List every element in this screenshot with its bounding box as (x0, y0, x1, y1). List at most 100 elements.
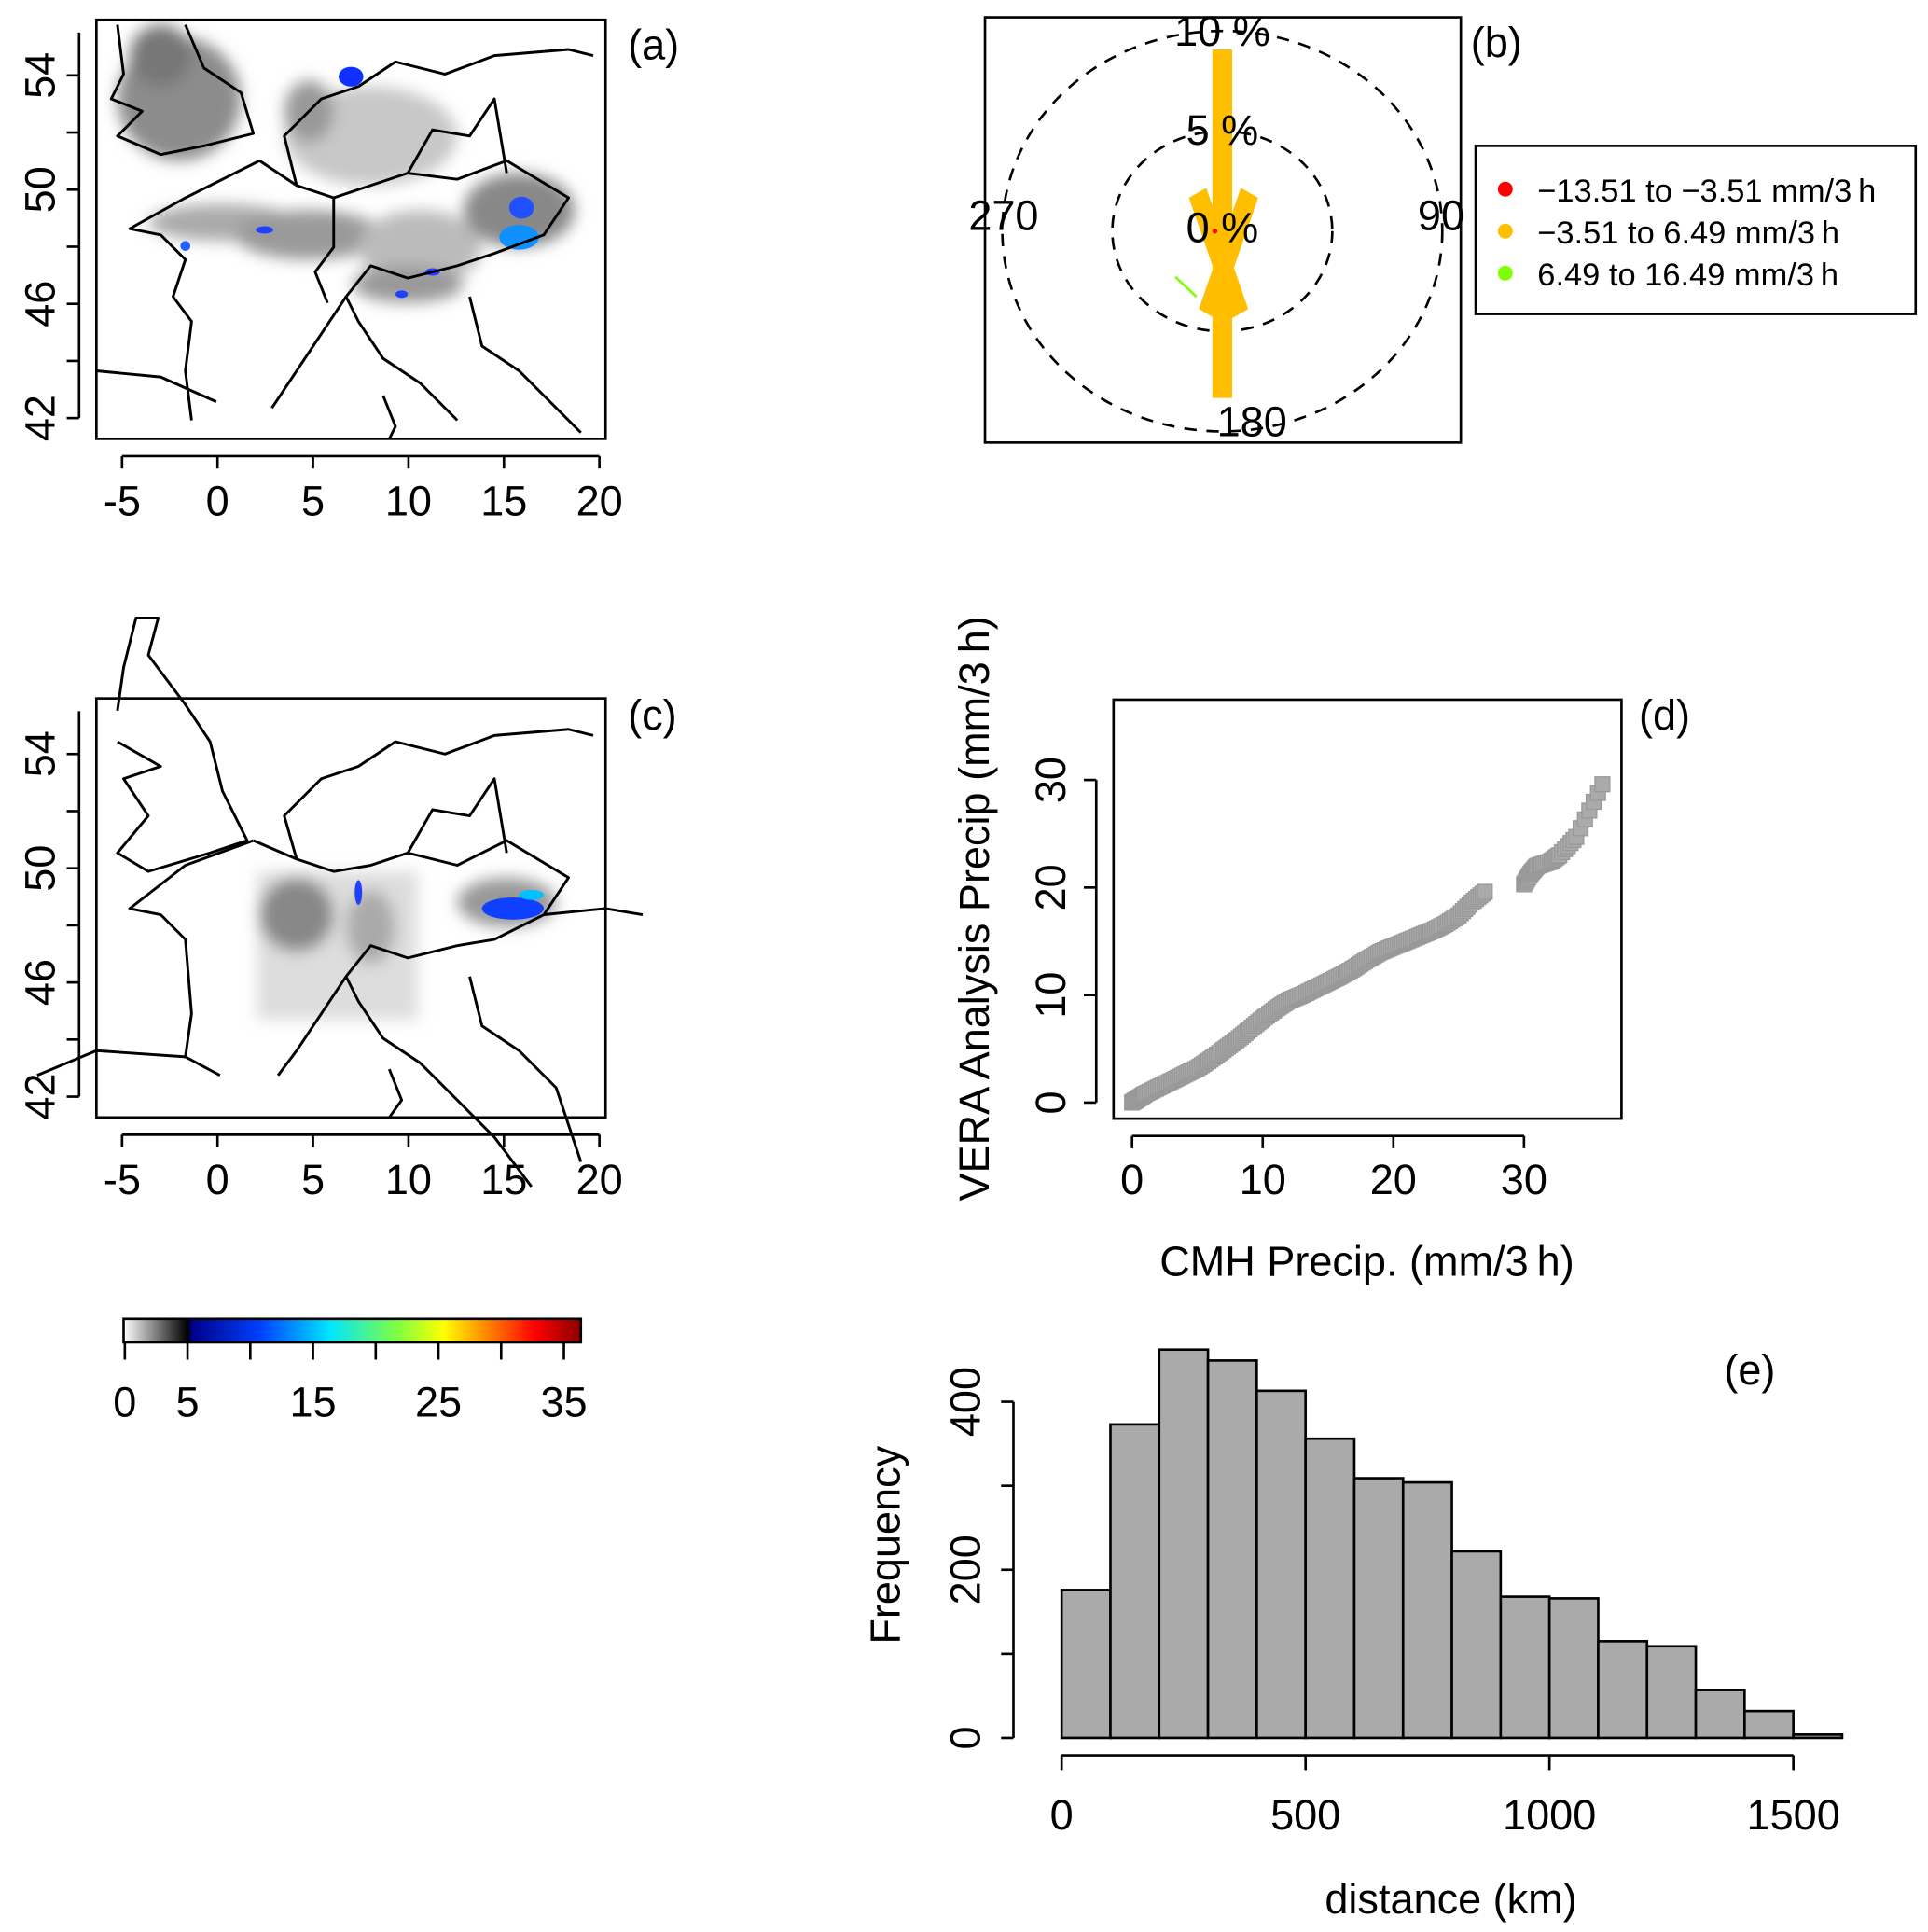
y-tick-label: 50 (16, 166, 63, 213)
direction-label-270: 270 (968, 191, 1038, 239)
precip-max-blob (508, 196, 534, 219)
scatter-point (1594, 776, 1611, 793)
precip-max-blob (519, 890, 544, 900)
direction-label-90: 90 (1418, 191, 1464, 239)
x-tick-label: -5 (104, 1156, 141, 1203)
plot-frame-a (95, 18, 607, 440)
x-tick-label: 20 (576, 478, 623, 525)
y-tick-label: 46 (16, 281, 63, 327)
panel-label-a: (a) (628, 21, 679, 69)
x-tick-label: 15 (480, 478, 527, 525)
colorbar-gradient (122, 1317, 583, 1344)
y-tick-label: 200 (942, 1535, 990, 1605)
colorbar-tick-label: 25 (415, 1378, 462, 1425)
x-axis-label-e: distance (km) (1325, 1875, 1576, 1923)
colorbar-tick-label: 5 (176, 1378, 200, 1425)
precip-max-blob (354, 880, 363, 905)
y-tick-label: 400 (942, 1367, 990, 1437)
scatter-panel-d: 0 10 20 30 0 10 20 30 CMH Precip. (mm/3 h) VERA… (950, 616, 1690, 1285)
precip-field-a (96, 23, 594, 439)
y-tick-label: 42 (16, 395, 63, 441)
rose-petal-red (1212, 229, 1218, 234)
panel-label-e: (e) (1724, 1346, 1775, 1394)
ring-label-10: 10 % (1174, 7, 1270, 55)
colorbar-tick-label: 35 (540, 1378, 587, 1425)
panel-label-c: (c) (628, 691, 677, 739)
y-tick-label: 0 (942, 1726, 990, 1749)
histogram-bar (1792, 1733, 1844, 1740)
y-tick-label: 42 (16, 1073, 63, 1119)
direction-label-180: 180 (1217, 398, 1287, 446)
histogram-panel-e: 0 500 1000 1500 0 200 400 distance (km) Freque… (862, 1346, 1844, 1923)
y-axis-label-e: Frequency (862, 1445, 909, 1644)
histogram-bar (1206, 1359, 1258, 1740)
y-axis-c: 54 50 46 42 (16, 711, 81, 1120)
histogram-bar (1158, 1348, 1210, 1740)
legend-marker-red (1497, 181, 1513, 197)
x-tick-label: 0 (1120, 1156, 1144, 1203)
x-tick-label: 10 (1240, 1156, 1286, 1203)
legend-b: −13.51 to −3.51 mm/3 h −3.51 to 6.49 mm/… (1474, 145, 1918, 315)
y-tick-label: 50 (16, 845, 63, 892)
plot-frame-b (983, 16, 1463, 444)
x-tick-label: 5 (301, 478, 325, 525)
coastlines-c (36, 617, 644, 1188)
x-tick-label: 10 (385, 1156, 432, 1203)
colorbar-tick-label: 0 (113, 1378, 136, 1425)
x-tick-label: 10 (385, 478, 432, 525)
histogram-bar (1109, 1423, 1161, 1740)
legend-entry: −3.51 to 6.49 mm/3 h (1537, 215, 1839, 251)
y-tick-label: 46 (16, 959, 63, 1006)
histogram-bar (1743, 1709, 1795, 1740)
ring-label-5: 5 % (1186, 106, 1259, 154)
histogram-bar (1597, 1640, 1649, 1740)
precip-max-blob (180, 241, 191, 251)
scatter-point (1477, 883, 1493, 900)
coastlines-a (96, 23, 594, 439)
x-axis-c: -5 0 5 10 15 20 (104, 1133, 623, 1203)
x-tick-label: 30 (1501, 1156, 1547, 1203)
histogram-bar (1499, 1595, 1551, 1740)
x-tick-label: 20 (576, 1156, 623, 1203)
precip-max-blob (339, 66, 364, 87)
y-tick-label: 0 (1027, 1091, 1075, 1114)
panel-label-b: (b) (1471, 19, 1522, 66)
x-tick-label: 500 (1270, 1791, 1340, 1839)
precip-max-blob (499, 225, 539, 250)
x-tick-label: 1500 (1747, 1791, 1840, 1839)
legend-entry: 6.49 to 16.49 mm/3 h (1537, 257, 1838, 293)
histogram-bar (1645, 1645, 1698, 1740)
histogram-bar (1401, 1480, 1453, 1740)
ring-10pct (1001, 29, 1444, 433)
histogram-bar (1060, 1589, 1112, 1740)
x-tick-label: 0 (206, 1156, 229, 1203)
x-tick-label: 0 (206, 478, 229, 525)
y-tick-label: 54 (16, 730, 63, 777)
legend-marker-green (1497, 265, 1513, 281)
rose-petal-diag (1199, 188, 1258, 319)
colorbar-tick-label: 15 (290, 1378, 337, 1425)
map-panel-a: -5 0 5 10 15 20 54 50 46 42 (a) (16, 18, 679, 525)
colorbar: 0 5 15 25 35 (113, 1317, 588, 1425)
ring-label-0: 0 % (1186, 204, 1259, 252)
y-tick-label: 10 (1027, 972, 1075, 1019)
legend-marker-orange (1497, 223, 1513, 239)
rose-panel-b: 10 % 5 % 0 % 180 90 270 (b) −13.51 to −3… (968, 7, 1918, 446)
y-tick-label: 20 (1027, 864, 1075, 910)
rose-petal-green (1174, 275, 1198, 298)
precip-max-blob (395, 290, 409, 299)
legend-box (1474, 145, 1918, 315)
y-axis-label-d: VERA Analysis Precip (mm/3 h) (950, 616, 998, 1201)
precip-max-blob (256, 226, 273, 234)
x-tick-label: 0 (1050, 1791, 1074, 1839)
y-tick-label: 30 (1027, 757, 1075, 803)
x-tick-label: -5 (104, 478, 141, 525)
histogram-bar (1352, 1477, 1405, 1740)
x-tick-label: 1000 (1503, 1791, 1596, 1839)
x-tick-label: 20 (1370, 1156, 1417, 1203)
y-axis-a: 54 50 46 42 (16, 32, 81, 441)
y-tick-label: 54 (16, 52, 63, 99)
x-axis-label-d: CMH Precip. (mm/3 h) (1159, 1237, 1574, 1285)
